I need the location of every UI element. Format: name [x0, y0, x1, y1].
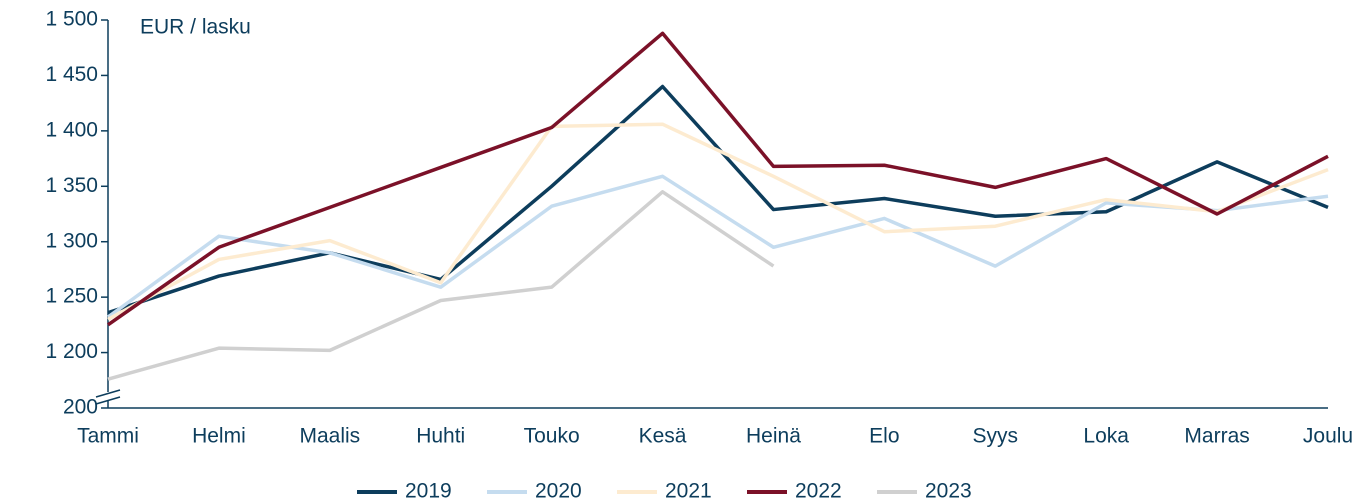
y-tick-label: 200 [63, 396, 98, 419]
axis-break-mark [95, 396, 121, 405]
y-tick-label: 1 300 [45, 229, 98, 252]
x-tick-label: Joulu [1303, 425, 1353, 448]
x-tick-label: Helmi [192, 425, 246, 448]
legend-label: 2019 [405, 480, 452, 503]
legend-label: 2023 [925, 480, 972, 503]
x-tick-label: Maalis [299, 425, 360, 448]
series-line [107, 84, 1329, 315]
x-tick-label: Heinä [746, 425, 801, 448]
y-tick-label: 1 500 [45, 8, 98, 31]
y-tick-label: 1 350 [45, 174, 98, 197]
x-tick-label: Kesä [639, 425, 687, 448]
series-line [107, 190, 775, 381]
x-tick-label: Marras [1184, 425, 1249, 448]
legend-label: 2021 [665, 480, 712, 503]
series-line [106, 31, 1329, 327]
x-tick-label: Loka [1083, 425, 1129, 448]
x-tick-label: Touko [524, 425, 580, 448]
x-tick-label: Elo [869, 425, 899, 448]
y-tick-label: 1 400 [45, 118, 98, 141]
series-line [106, 174, 1329, 319]
x-tick-label: Tammi [77, 425, 139, 448]
x-tick-label: Syys [973, 425, 1019, 448]
axis-break-mark [95, 389, 121, 398]
y-tick-label: 1 450 [45, 63, 98, 86]
series-line [107, 122, 1329, 321]
legend-label: 2020 [535, 480, 582, 503]
axis-break-gap [100, 392, 116, 400]
y-axis-label: EUR / lasku [140, 16, 251, 39]
y-tick-label: 1 200 [45, 340, 98, 363]
x-tick-label: Huhti [416, 425, 465, 448]
y-tick-label: 1 250 [45, 285, 98, 308]
legend-label: 2022 [795, 480, 842, 503]
